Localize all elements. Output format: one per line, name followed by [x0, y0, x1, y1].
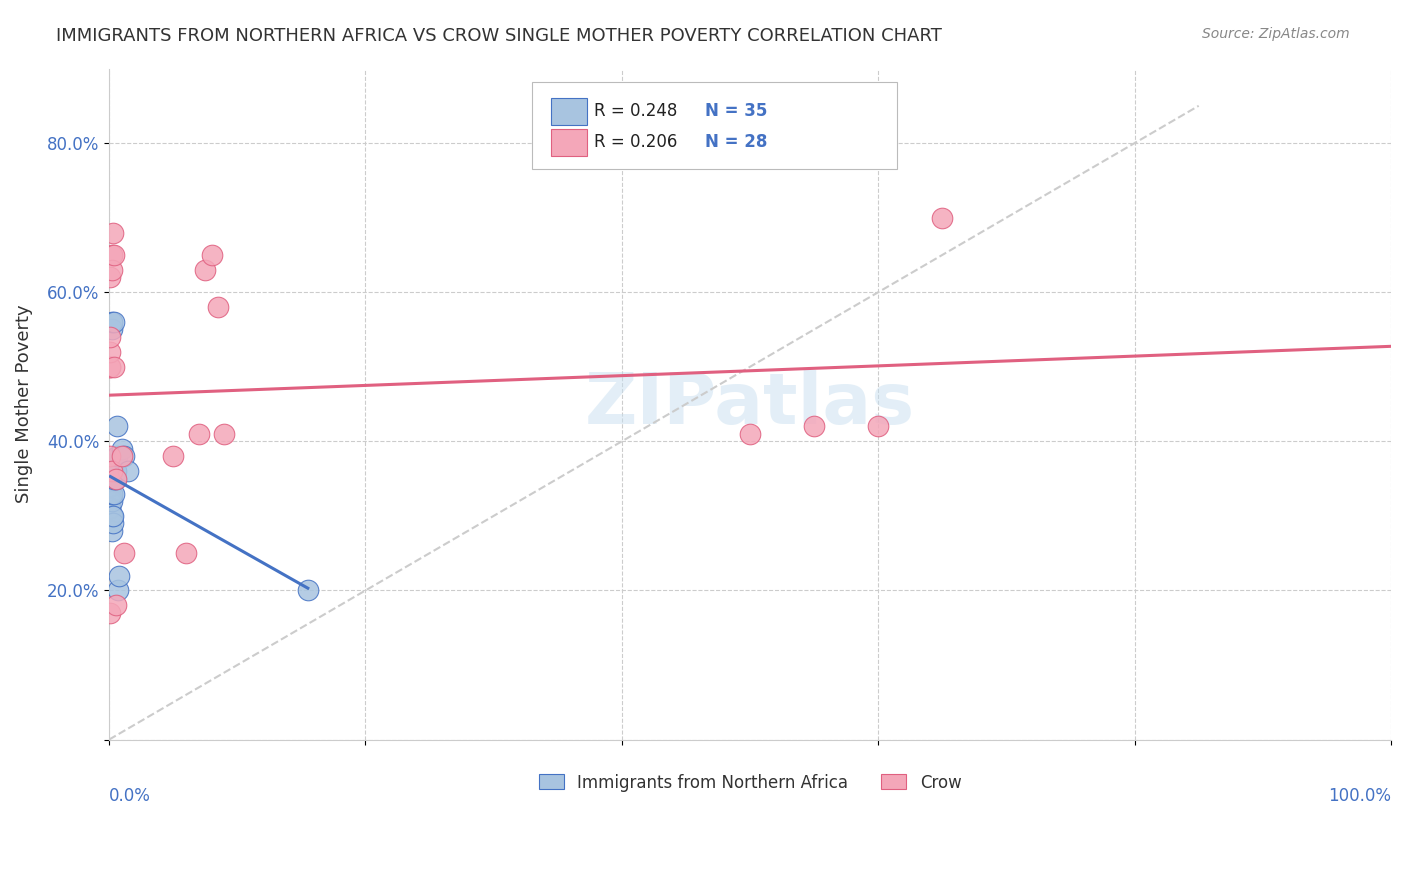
Text: N = 28: N = 28	[706, 133, 768, 152]
Point	[100, 494, 122, 508]
Point	[100, 330, 122, 344]
Point	[103, 486, 125, 500]
Point	[103, 472, 125, 486]
Point	[101, 508, 124, 523]
Point	[194, 263, 217, 277]
Point	[100, 479, 122, 493]
Y-axis label: Single Mother Poverty: Single Mother Poverty	[15, 305, 32, 503]
Point	[100, 486, 122, 500]
FancyBboxPatch shape	[551, 129, 588, 156]
Point	[738, 426, 761, 441]
Point	[100, 322, 122, 336]
Point	[100, 359, 122, 374]
Text: 100.0%: 100.0%	[1329, 787, 1391, 805]
Point	[111, 449, 134, 463]
Point	[201, 248, 224, 262]
Point	[100, 486, 122, 500]
Point	[100, 508, 122, 523]
Text: Source: ZipAtlas.com: Source: ZipAtlas.com	[1202, 27, 1350, 41]
Point	[297, 583, 319, 598]
Point	[105, 449, 128, 463]
Point	[868, 419, 890, 434]
Point	[100, 486, 122, 500]
Point	[100, 606, 122, 620]
Point	[100, 508, 122, 523]
Point	[100, 472, 122, 486]
Point	[100, 508, 122, 523]
Legend: Immigrants from Northern Africa, Crow: Immigrants from Northern Africa, Crow	[531, 767, 969, 798]
Point	[931, 211, 953, 225]
Point	[100, 501, 122, 516]
Text: 0.0%: 0.0%	[110, 787, 150, 805]
Point	[100, 457, 122, 471]
Point	[100, 449, 122, 463]
Point	[100, 248, 122, 262]
Point	[162, 449, 184, 463]
Point	[174, 546, 197, 560]
Point	[101, 516, 124, 531]
Point	[114, 546, 136, 560]
Point	[100, 501, 122, 516]
Point	[100, 494, 122, 508]
Point	[101, 464, 124, 478]
Point	[214, 426, 236, 441]
Point	[100, 464, 122, 478]
Text: ZIPatlas: ZIPatlas	[585, 369, 915, 439]
Text: IMMIGRANTS FROM NORTHERN AFRICA VS CROW SINGLE MOTHER POVERTY CORRELATION CHART: IMMIGRANTS FROM NORTHERN AFRICA VS CROW …	[56, 27, 942, 45]
Point	[101, 226, 124, 240]
Point	[117, 464, 139, 478]
Point	[100, 464, 122, 478]
Point	[100, 344, 122, 359]
Point	[100, 359, 122, 374]
Point	[103, 359, 125, 374]
Text: N = 35: N = 35	[706, 103, 768, 120]
Point	[104, 464, 127, 478]
Point	[104, 472, 127, 486]
Point	[104, 599, 127, 613]
Point	[103, 248, 125, 262]
Point	[108, 568, 131, 582]
Point	[100, 263, 122, 277]
Point	[107, 583, 129, 598]
Point	[105, 419, 128, 434]
Point	[187, 426, 209, 441]
Point	[207, 300, 229, 314]
Point	[803, 419, 825, 434]
FancyBboxPatch shape	[531, 82, 897, 169]
Point	[100, 315, 122, 329]
Point	[114, 449, 136, 463]
Point	[100, 524, 122, 538]
Point	[111, 442, 134, 456]
FancyBboxPatch shape	[551, 98, 588, 125]
Point	[100, 472, 122, 486]
Point	[103, 315, 125, 329]
Point	[100, 270, 122, 285]
Point	[101, 472, 124, 486]
Text: R = 0.248: R = 0.248	[593, 103, 678, 120]
Text: R = 0.206: R = 0.206	[593, 133, 678, 152]
Point	[104, 472, 127, 486]
